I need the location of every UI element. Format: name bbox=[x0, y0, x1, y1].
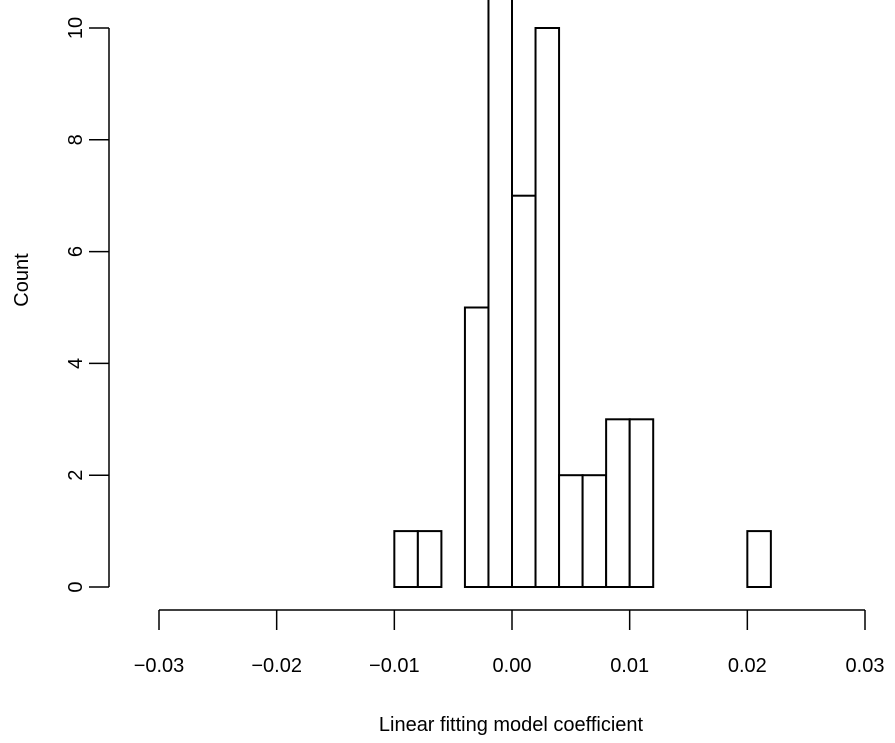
x-tick-label-0: −0.03 bbox=[134, 655, 185, 677]
histogram-bar-17 bbox=[534, 27, 561, 588]
x-axis-label: Linear fitting model coefficient bbox=[379, 714, 644, 736]
y-tick-label-1: 2 bbox=[65, 470, 87, 481]
histogram-bar-26 bbox=[746, 530, 772, 588]
y-axis-label: Count bbox=[11, 253, 33, 307]
histogram-bar-19 bbox=[581, 474, 608, 589]
histogram-bar-16 bbox=[511, 194, 537, 588]
y-tick-label-5: 10 bbox=[65, 17, 87, 39]
histogram-bar-15 bbox=[487, 0, 514, 589]
y-tick-label-0: 0 bbox=[65, 581, 87, 592]
histogram-bar-18 bbox=[558, 474, 584, 589]
y-tick-label-3: 6 bbox=[65, 246, 87, 257]
y-tick-label-4: 8 bbox=[65, 134, 87, 145]
x-tick-label-4: 0.01 bbox=[610, 655, 649, 677]
histogram-bar-20 bbox=[605, 418, 631, 588]
x-tick-label-3: 0.00 bbox=[493, 655, 532, 677]
y-axis: 0 2 4 6 8 10 bbox=[65, 17, 110, 593]
histogram-bar-21 bbox=[628, 418, 655, 588]
x-tick-label-1: −0.02 bbox=[251, 655, 302, 677]
x-tick-label-5: 0.02 bbox=[728, 655, 767, 677]
x-tick-label-6: 0.03 bbox=[846, 655, 885, 677]
histogram-bar-14 bbox=[463, 306, 490, 588]
histogram-bars bbox=[393, 0, 772, 589]
histogram-bar-12 bbox=[416, 530, 443, 588]
x-axis: −0.03 −0.02 −0.01 0.00 0.01 0.02 0.03 bbox=[134, 609, 885, 677]
x-tick-label-2: −0.01 bbox=[369, 655, 420, 677]
y-tick-label-2: 4 bbox=[65, 358, 87, 369]
histogram-bar-11 bbox=[393, 530, 419, 588]
